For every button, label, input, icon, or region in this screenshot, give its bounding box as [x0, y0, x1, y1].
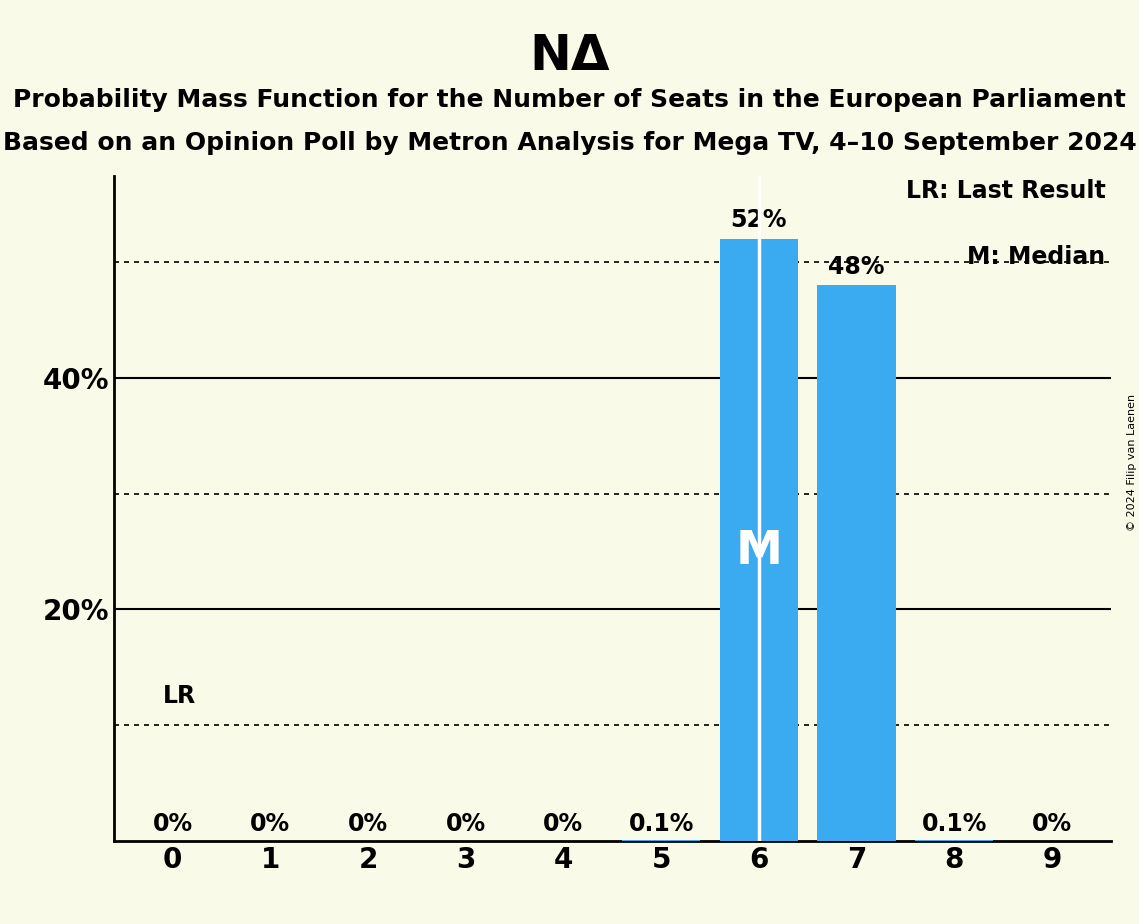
Text: LR: Last Result: LR: Last Result [906, 179, 1106, 203]
Text: 48%: 48% [828, 254, 885, 278]
Bar [818, 286, 895, 841]
Text: 0%: 0% [1032, 812, 1072, 836]
Text: 52%: 52% [730, 208, 787, 232]
Text: 0%: 0% [543, 812, 583, 836]
Text: LR: LR [163, 684, 196, 708]
Bar [622, 840, 700, 841]
Text: M: M [736, 529, 782, 574]
Bar [720, 239, 797, 841]
Text: NΔ: NΔ [530, 32, 609, 80]
Text: © 2024 Filip van Laenen: © 2024 Filip van Laenen [1126, 394, 1137, 530]
Text: Based on an Opinion Poll by Metron Analysis for Mega TV, 4–10 September 2024: Based on an Opinion Poll by Metron Analy… [2, 131, 1137, 155]
Text: M: Median: M: Median [967, 246, 1106, 270]
Text: Probability Mass Function for the Number of Seats in the European Parliament: Probability Mass Function for the Number… [13, 88, 1126, 112]
Bar [915, 840, 993, 841]
Text: 0%: 0% [153, 812, 192, 836]
Text: 0.1%: 0.1% [921, 812, 986, 836]
Text: 0.1%: 0.1% [629, 812, 694, 836]
Text: 0%: 0% [347, 812, 388, 836]
Text: 0%: 0% [251, 812, 290, 836]
Text: 0%: 0% [445, 812, 485, 836]
